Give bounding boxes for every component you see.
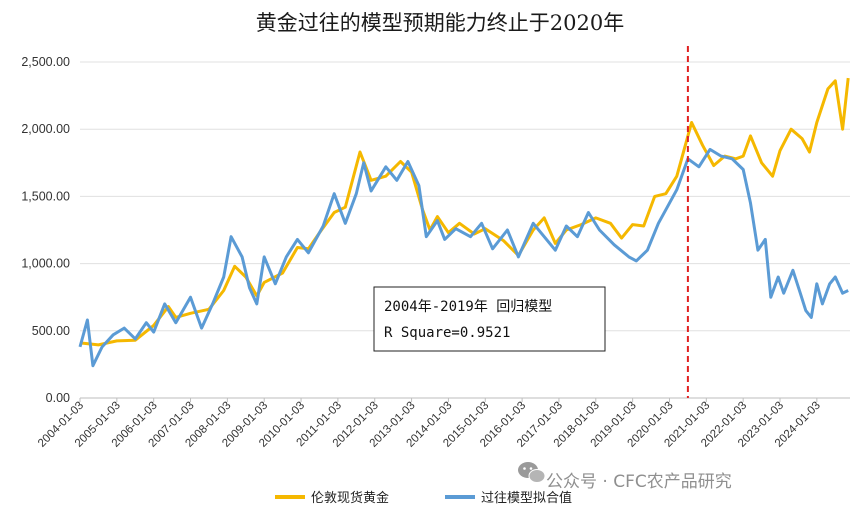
watermark-text: 公众号 · CFC农产品研究: [546, 472, 732, 492]
legend-label-series-0: 伦敦现货黄金: [311, 490, 389, 506]
series-line-1: [78, 147, 849, 368]
annotation-frame: [373, 286, 606, 352]
y-tick-label: 2,000.00: [21, 122, 70, 136]
y-tick-label: 0.00: [46, 391, 70, 405]
y-gridlines: [80, 61, 850, 332]
annotation-line-2: R Square=0.9521: [384, 325, 510, 341]
watermark: 公众号 · CFC农产品研究: [518, 462, 732, 492]
legend-label-series-1: 过往模型拟合值: [481, 490, 572, 506]
annotation-line-1: 2004年-2019年 回归模型: [384, 298, 552, 315]
legend: 伦敦现货黄金 过往模型拟合值: [275, 490, 572, 506]
series-line-0: [79, 77, 850, 347]
x-axis-tick-labels: 2004-01-032005-01-032006-01-032007-01-03…: [36, 398, 823, 450]
y-axis-tick-labels: 0.00 500.00 1,000.00 1,500.00 2,000.00 2,500.…: [21, 55, 70, 405]
y-tick-label: 1,000.00: [21, 257, 70, 271]
y-tick-label: 1,500.00: [21, 189, 70, 203]
series-layer: [78, 77, 850, 368]
y-tick-label: 500.00: [32, 324, 70, 338]
annotation-box: 2004年-2019年 回归模型 R Square=0.9521: [373, 286, 606, 352]
chart-title: 黄金过往的模型预期能力终止于2020年: [256, 11, 624, 35]
y-tick-label: 2,500.00: [21, 55, 70, 69]
wechat-icon: [518, 462, 546, 483]
